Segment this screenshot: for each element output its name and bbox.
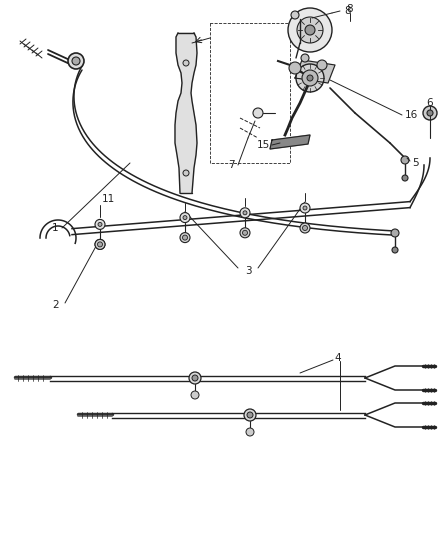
Text: 2: 2 <box>52 300 59 310</box>
Circle shape <box>303 225 307 230</box>
Circle shape <box>191 391 199 399</box>
Circle shape <box>392 247 398 253</box>
Circle shape <box>68 53 84 69</box>
Circle shape <box>297 17 323 43</box>
Circle shape <box>247 412 253 418</box>
Circle shape <box>95 239 105 249</box>
Circle shape <box>192 375 198 381</box>
Circle shape <box>243 211 247 215</box>
Circle shape <box>240 228 250 238</box>
Circle shape <box>98 222 102 227</box>
Circle shape <box>303 206 307 210</box>
Circle shape <box>180 232 190 243</box>
Circle shape <box>427 110 433 116</box>
Circle shape <box>240 208 250 218</box>
Circle shape <box>95 220 105 229</box>
Polygon shape <box>295 60 335 83</box>
Text: 16: 16 <box>405 110 418 120</box>
Circle shape <box>180 213 190 223</box>
Circle shape <box>183 216 187 220</box>
Circle shape <box>244 409 256 421</box>
Circle shape <box>95 239 105 249</box>
Text: 8: 8 <box>345 6 351 16</box>
Circle shape <box>253 108 263 118</box>
Circle shape <box>183 235 187 240</box>
Circle shape <box>296 64 324 92</box>
Text: 11: 11 <box>102 195 115 204</box>
Circle shape <box>289 62 301 74</box>
Text: 4: 4 <box>335 353 341 363</box>
Circle shape <box>317 60 327 70</box>
Circle shape <box>391 229 399 237</box>
Circle shape <box>183 170 189 176</box>
Circle shape <box>402 175 408 181</box>
Text: 15: 15 <box>257 140 270 150</box>
Circle shape <box>300 223 310 233</box>
Text: 3: 3 <box>245 266 251 276</box>
Polygon shape <box>270 135 310 149</box>
Text: 6: 6 <box>427 98 433 108</box>
Circle shape <box>189 372 201 384</box>
Text: 5: 5 <box>412 158 419 168</box>
Circle shape <box>288 8 332 52</box>
Circle shape <box>305 25 315 35</box>
Text: 1: 1 <box>52 223 59 233</box>
Circle shape <box>301 54 309 62</box>
Circle shape <box>291 11 299 19</box>
Circle shape <box>98 242 102 247</box>
Circle shape <box>243 230 247 235</box>
Circle shape <box>307 75 313 81</box>
Circle shape <box>300 203 310 213</box>
Circle shape <box>302 70 318 86</box>
Text: 8: 8 <box>347 4 353 14</box>
Circle shape <box>401 156 409 164</box>
Circle shape <box>183 60 189 66</box>
Polygon shape <box>175 33 197 193</box>
Text: 7: 7 <box>228 160 235 170</box>
Circle shape <box>246 428 254 436</box>
Circle shape <box>72 57 80 65</box>
Circle shape <box>423 106 437 120</box>
